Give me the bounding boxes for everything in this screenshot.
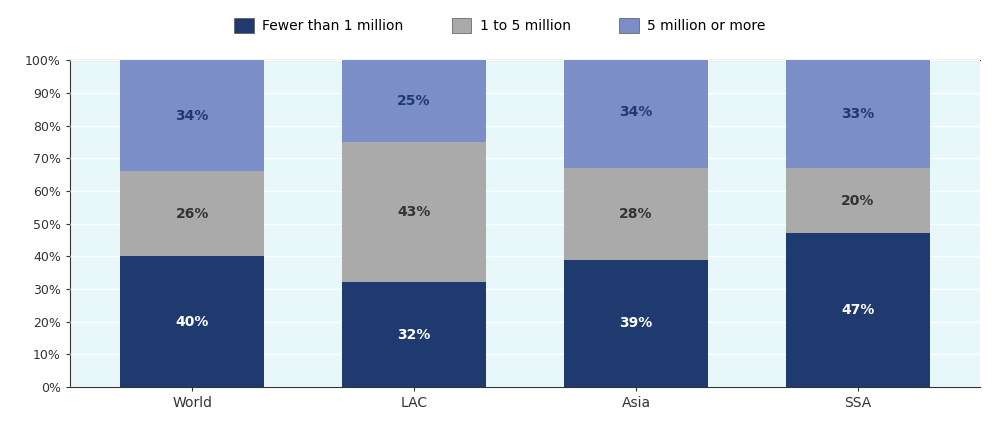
Text: 20%: 20%	[841, 194, 875, 208]
Text: 26%: 26%	[175, 207, 209, 221]
Bar	[564, 260, 708, 387]
Bar	[564, 168, 708, 260]
Text: 28%: 28%	[619, 207, 653, 221]
Bar	[786, 168, 930, 233]
Bar	[786, 60, 930, 168]
Bar	[342, 60, 486, 142]
Text: 43%: 43%	[397, 205, 431, 219]
Text: 47%: 47%	[841, 303, 875, 317]
Text: 32%: 32%	[397, 328, 431, 342]
Bar	[342, 142, 486, 283]
Text: 25%: 25%	[397, 94, 431, 108]
Legend: Fewer than 1 million, 1 to 5 million, 5 million or more: Fewer than 1 million, 1 to 5 million, 5 …	[229, 13, 771, 39]
Text: 39%: 39%	[619, 316, 653, 330]
Bar	[342, 283, 486, 387]
Bar	[120, 171, 264, 256]
Text: 34%: 34%	[175, 109, 209, 123]
Bar	[786, 233, 930, 387]
Bar	[120, 60, 264, 171]
Text: 40%: 40%	[175, 315, 209, 329]
Text: 34%: 34%	[619, 105, 653, 120]
Bar	[120, 256, 264, 387]
Text: 33%: 33%	[841, 107, 875, 121]
Bar	[564, 57, 708, 168]
